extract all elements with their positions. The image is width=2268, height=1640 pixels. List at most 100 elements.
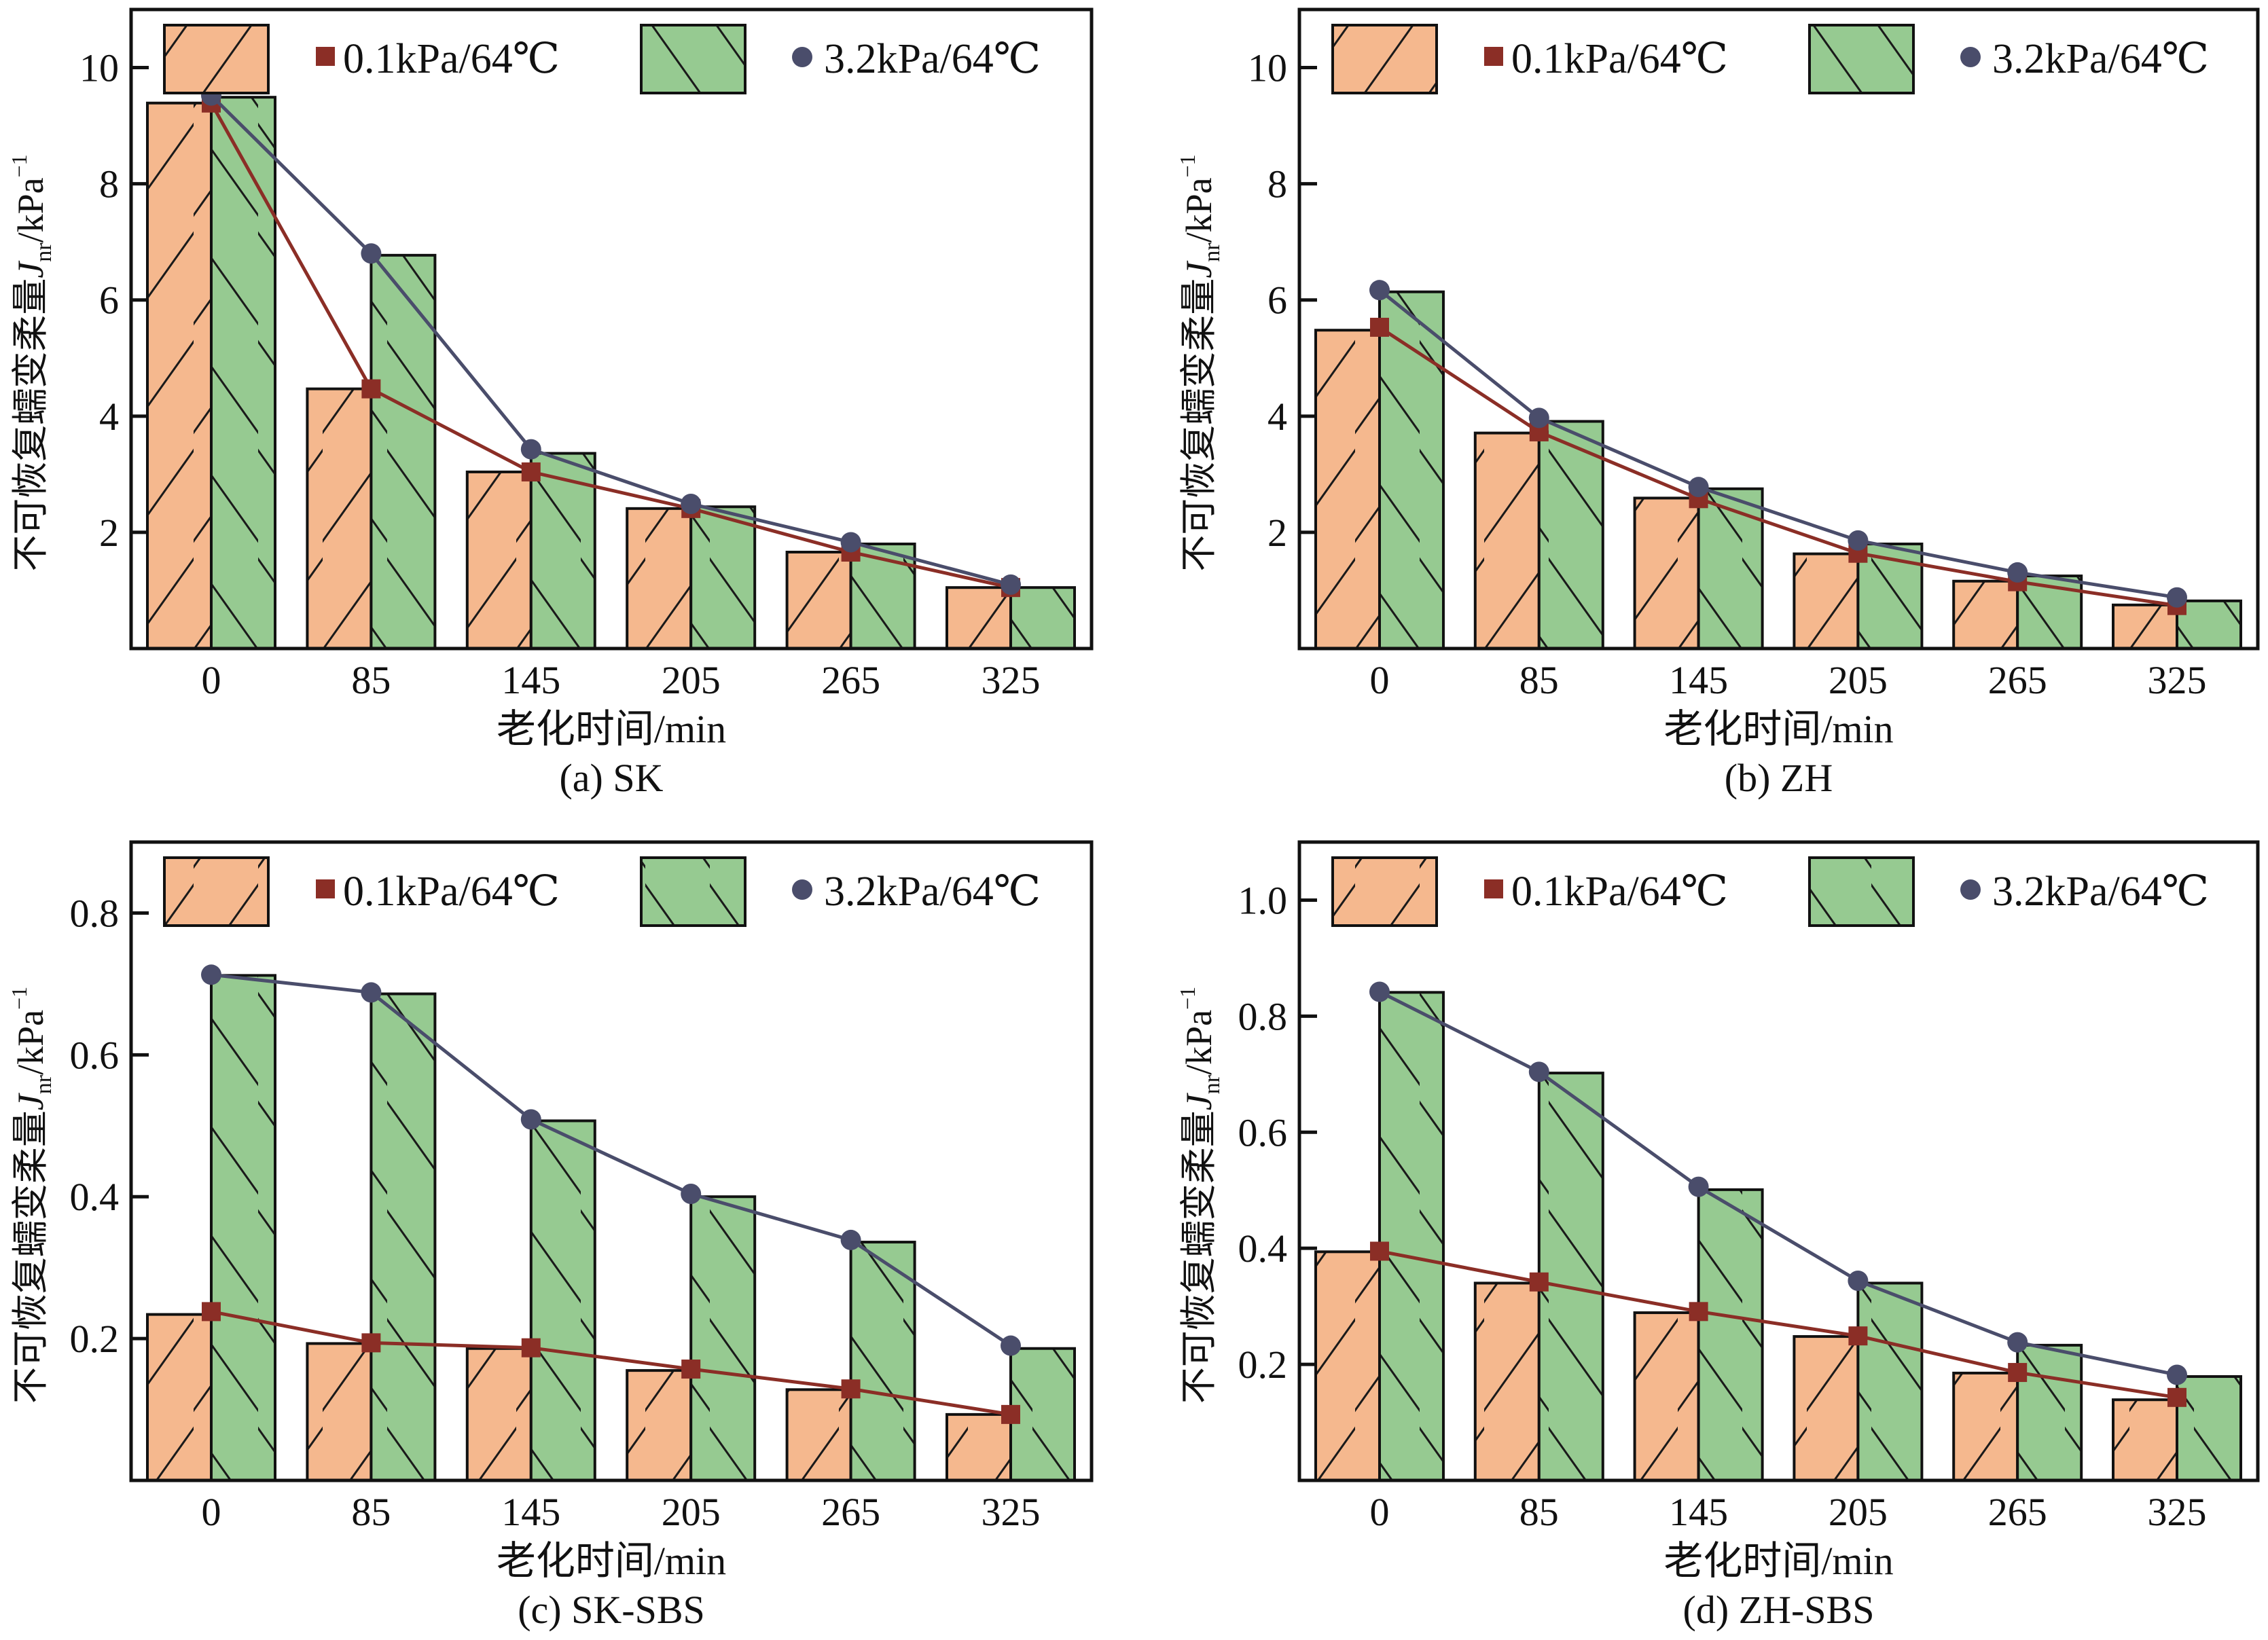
x-tick-label: 85 [1519, 658, 1559, 702]
y-tick-label: 8 [99, 162, 119, 206]
legend: 0.1kPa/64℃ 3.2kPa/64℃ [163, 24, 1041, 94]
marker-circle-c-265 [840, 1229, 861, 1250]
legend-label-low: 0.1kPa/64℃ [343, 869, 560, 915]
marker-square-b-0 [1370, 317, 1389, 337]
bar-d-s1-0 [1378, 991, 1445, 1482]
bar-c-s0-0 [146, 1313, 213, 1482]
bar-d-s1-265 [2016, 1343, 2083, 1482]
x-tick-label: 205 [1829, 1490, 1888, 1534]
y-axis-label-superscript: −1 [7, 987, 31, 1010]
marker-circle-d-205 [1848, 1271, 1869, 1292]
bar-d-s0-0 [1314, 1250, 1381, 1482]
bar-a-s0-145 [465, 470, 533, 651]
legend-marker-circle [1960, 47, 1981, 67]
marker-circle-c-145 [520, 1109, 541, 1130]
line-c-square [211, 1309, 1011, 1417]
marker-circle-b-0 [1369, 280, 1390, 301]
x-tick-label: 265 [821, 1490, 880, 1534]
marker-square-c-145 [521, 1338, 541, 1357]
marker-circle-a-145 [520, 439, 541, 460]
y-tick-label: 6 [1267, 278, 1287, 323]
y-axis-label-superscript: −1 [1175, 154, 1200, 177]
x-tick-label: 145 [1669, 658, 1728, 702]
y-tick-label: 2 [99, 511, 119, 555]
x-tick-label: 265 [1988, 1490, 2047, 1534]
x-tick-label: 0 [202, 658, 221, 702]
marker-square-d-85 [1529, 1272, 1549, 1292]
y-tick-label: 8 [1267, 162, 1287, 206]
y-axis-label-unit: /kPa [10, 177, 51, 242]
legend-marker-square [1484, 47, 1503, 66]
bar-a-s1-85 [370, 253, 437, 650]
y-axis-label-subscript: nr [31, 242, 56, 262]
bar-a-s1-325 [1009, 586, 1076, 650]
x-tick-label: 325 [982, 658, 1041, 702]
y-tick-label: 0.6 [1238, 1110, 1288, 1154]
y-axis-label-unit: /kPa [1178, 1010, 1219, 1075]
marker-circle-d-85 [1528, 1061, 1549, 1082]
x-tick-label: 325 [2148, 1490, 2207, 1534]
legend-label-high: 3.2kPa/64℃ [1992, 36, 2209, 82]
marker-circle-b-85 [1528, 407, 1549, 429]
bar-c-s0-145 [465, 1347, 533, 1482]
y-tick-label: 4 [99, 395, 119, 439]
legend-label-high: 3.2kPa/64℃ [824, 869, 1041, 915]
y-axis-label: 不可恢复蠕变柔量Jnr/kPa−1 [7, 987, 56, 1404]
bar-a-s0-325 [946, 586, 1012, 650]
bar-c-s0-205 [626, 1369, 693, 1482]
bar-d-s1-145 [1697, 1188, 1764, 1482]
chart-panel-b: 2 4 6 8 10 0 85 145 205 265 325 老化时间/min (b) ZH 不可恢复蠕… [1175, 7, 2260, 800]
marker-square-d-0 [1370, 1241, 1389, 1261]
y-axis-label-symbol: J [1178, 260, 1219, 278]
legend-swatch-bar-low [1331, 24, 1438, 94]
line-d-circle [1378, 990, 2178, 1377]
legend-label-high: 3.2kPa/64℃ [1992, 869, 2209, 915]
y-axis-label-text: 不可恢复蠕变柔量 [10, 1110, 51, 1404]
legend-swatch-bar-high [1808, 856, 1915, 927]
marker-circle-c-85 [361, 982, 382, 1003]
marker-square-c-325 [1001, 1404, 1020, 1424]
y-axis-label: 不可恢复蠕变柔量Jnr/kPa−1 [1175, 154, 1225, 571]
marker-square-d-145 [1689, 1302, 1708, 1322]
plot-frame [1297, 840, 2260, 1482]
bar-d-s0-145 [1633, 1311, 1700, 1482]
y-axis-label-symbol: J [1178, 1092, 1219, 1110]
marker-circle-d-325 [2167, 1364, 2187, 1385]
bar-b-s0-325 [2112, 603, 2178, 650]
bar-c-s1-325 [1009, 1347, 1076, 1482]
bar-d-s0-325 [2112, 1398, 2178, 1482]
legend: 0.1kPa/64℃ 3.2kPa/64℃ [1331, 24, 2209, 94]
marker-square-a-85 [361, 379, 381, 399]
marker-circle-b-145 [1688, 477, 1709, 498]
legend-swatch-bar-low [1331, 856, 1438, 927]
legend-marker-square [1484, 879, 1503, 898]
y-tick-label: 0.2 [70, 1317, 120, 1361]
y-tick-label: 2 [1267, 511, 1287, 555]
line-b-circle [1378, 289, 2178, 600]
panel-caption: (d) ZH-SBS [1683, 1588, 1875, 1632]
marker-square-c-0 [202, 1302, 221, 1322]
bar-a-s0-265 [785, 550, 852, 651]
x-tick-label: 205 [662, 658, 721, 702]
bar-a-s1-0 [210, 96, 276, 650]
chart-panel-c: 0.2 0.4 0.6 0.8 0 85 145 205 265 325 老化时间/min (c) S… [7, 840, 1094, 1632]
y-tick-label: 6 [99, 278, 119, 323]
legend: 0.1kPa/64℃ 3.2kPa/64℃ [1331, 856, 2209, 927]
legend-swatch-bar-high [640, 856, 746, 927]
chart-panel-d: 0.2 0.4 0.6 0.8 1.0 0 85 145 205 265 325 老化时间/min (d… [1175, 840, 2260, 1632]
marker-circle-d-265 [2007, 1332, 2028, 1353]
chart-panel-a: 2 4 6 8 10 0 85 145 205 265 325 老化时间/min (a) SK 不可恢复蠕… [7, 7, 1094, 800]
bar-b-s0-265 [1952, 579, 2019, 650]
y-axis-label-symbol: J [10, 1092, 51, 1110]
bar-c-s1-145 [529, 1119, 596, 1482]
x-axis-label: 老化时间/min [497, 707, 726, 751]
marker-circle-c-0 [201, 964, 221, 985]
plot-frame [129, 840, 1094, 1482]
bar-d-s0-265 [1952, 1371, 2019, 1482]
line-a-square [209, 102, 1011, 589]
marker-circle-c-325 [1001, 1335, 1021, 1356]
marker-square-c-85 [361, 1333, 381, 1353]
y-axis-label-text: 不可恢复蠕变柔量 [1178, 1110, 1219, 1404]
legend-marker-square [316, 47, 335, 66]
